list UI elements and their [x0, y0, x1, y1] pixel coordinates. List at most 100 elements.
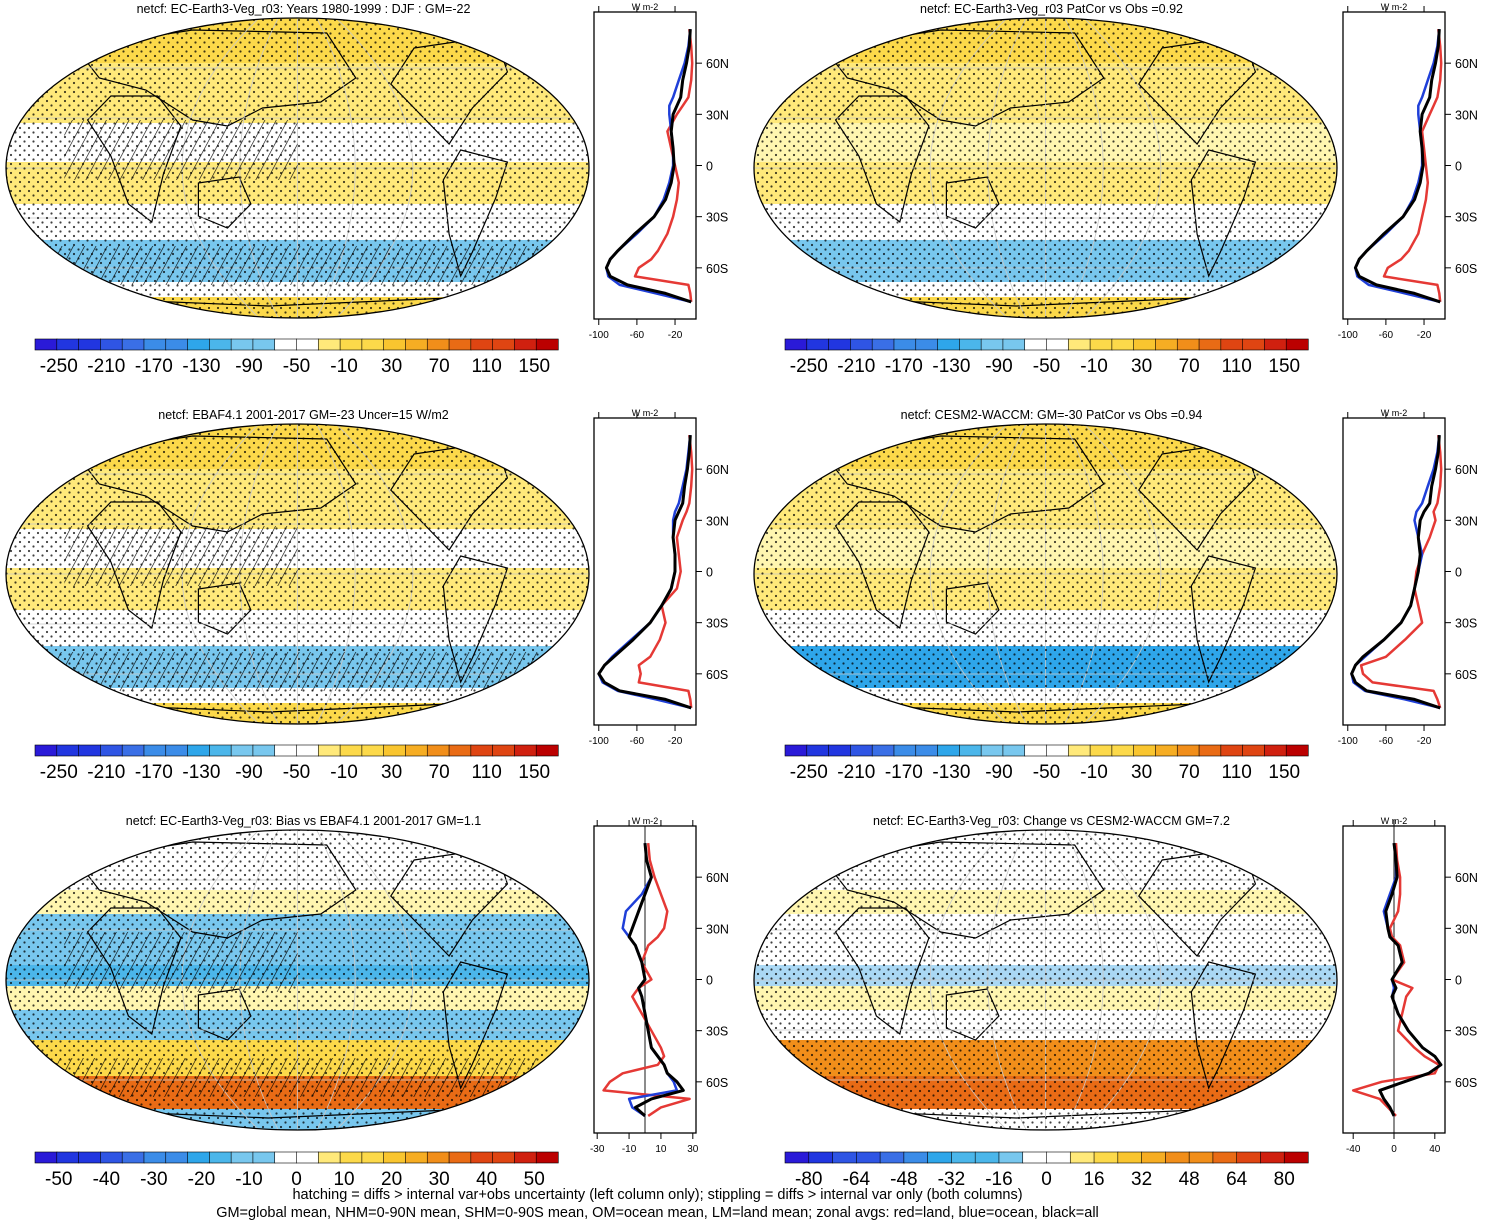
panel-title: netcf: CESM2-WACCM: GM=-30 PatCor vs Obs… — [901, 408, 1203, 422]
colorbar-cell — [165, 1151, 189, 1164]
colorbar-cell — [56, 338, 80, 351]
colorbar-tick-label: -130 — [932, 356, 970, 377]
colorbar-cell — [937, 338, 960, 351]
colorbar-tick-label: -90 — [235, 762, 262, 783]
zonal-line-all — [1350, 435, 1441, 710]
colorbar-cell — [1188, 1151, 1214, 1164]
colorbar-tick-label: -170 — [135, 762, 173, 783]
colorbar-cell — [426, 744, 450, 757]
hatching-region — [6, 652, 560, 691]
colorbar-tick-label: -210 — [87, 356, 125, 377]
colorbar-cell — [1111, 744, 1135, 757]
colorbar-cell — [448, 744, 472, 757]
zonal-lat-label: 0 — [706, 566, 713, 580]
colorbar-tick-label: -210 — [837, 762, 875, 783]
colorbar-tick-label: -250 — [40, 356, 78, 377]
zonal-x-label: -100 — [589, 330, 609, 341]
panel-5: netcf: EC-Earth3-Veg_r03: Bias vs EBAF4.… — [5, 814, 729, 1190]
zonal-lat-label: 30N — [706, 922, 729, 936]
colorbar-cell — [937, 744, 960, 757]
colorbar-tick-label: -250 — [40, 762, 78, 783]
colorbar-cell — [209, 338, 232, 351]
colorbar-cell — [405, 1151, 428, 1164]
colorbar-cell — [296, 1151, 319, 1164]
stippling-overlay — [754, 830, 1337, 1130]
colorbar-tick-label: -16 — [985, 1169, 1012, 1190]
colorbar-cell — [121, 744, 145, 757]
colorbar-cell — [34, 744, 58, 757]
colorbar-tick-label: 30 — [429, 1169, 450, 1190]
zonal-line-land — [633, 28, 694, 303]
colorbar-cell — [959, 744, 982, 757]
colorbar-cell — [383, 338, 407, 351]
zonal-lat-label: 0 — [706, 974, 713, 988]
colorbar-tick-label: -250 — [790, 356, 828, 377]
colorbar-cell — [78, 1151, 101, 1164]
colorbar-cell — [1046, 1151, 1071, 1164]
colorbar-cell — [1242, 338, 1266, 351]
colorbar-tick-label: -32 — [938, 1169, 965, 1190]
zonal-lat-label: 30N — [1455, 514, 1478, 528]
zonal-lat-label: 0 — [706, 160, 713, 174]
stippling-overlay — [754, 424, 1337, 724]
colorbar-tick-label: 32 — [1131, 1169, 1152, 1190]
colorbar-cell — [426, 338, 450, 351]
zonal-lat-label: 0 — [1455, 566, 1462, 580]
zonal-x-label: -100 — [1338, 736, 1358, 747]
colorbar-cell — [361, 744, 385, 757]
zonal-x-label: -40 — [1346, 1144, 1361, 1155]
map-field — [6, 424, 589, 724]
colorbar-cell — [784, 1151, 810, 1164]
hatching-region — [64, 526, 298, 586]
colorbar-cell — [121, 338, 145, 351]
zonal-x-label: -30 — [590, 1144, 605, 1155]
zonal-line-all — [627, 842, 685, 1118]
colorbar-tick-label: -170 — [135, 356, 173, 377]
colorbar-tick-label: 10 — [333, 1169, 354, 1190]
zonal-x-label: 30 — [687, 1144, 699, 1155]
footnote-means: GM=global mean, NHM=0-90N mean, SHM=0-90… — [216, 1205, 1099, 1221]
colorbar-cell — [1002, 744, 1026, 757]
zonal-line-ocean — [597, 434, 692, 710]
hatching-region — [64, 932, 298, 992]
colorbar-cell — [448, 338, 472, 351]
colorbar-cell — [165, 744, 189, 757]
colorbar-tick-label: 0 — [1041, 1169, 1052, 1190]
zonal-lat-label: 30N — [706, 514, 729, 528]
colorbar-tick-label: -90 — [235, 356, 262, 377]
colorbar-cell — [915, 744, 939, 757]
map-field — [754, 830, 1337, 1130]
colorbar-cell — [893, 338, 917, 351]
colorbar-cell — [34, 1151, 58, 1164]
colorbar-cell — [1133, 338, 1157, 351]
zonal-lat-label: 60N — [706, 871, 729, 885]
colorbar-cell — [828, 338, 851, 351]
zonal-lat-label: 60N — [1455, 463, 1478, 477]
colorbar-tick-label: -10 — [235, 1169, 262, 1190]
colorbar-cell — [187, 1151, 210, 1164]
colorbar-cell — [1089, 338, 1113, 351]
colorbar-cell — [1220, 744, 1244, 757]
colorbar-cell — [296, 338, 319, 351]
colorbar-tick-label: -170 — [885, 356, 923, 377]
colorbar-cell — [296, 744, 319, 757]
colorbar-cell — [209, 1151, 232, 1164]
colorbar-cell — [1024, 744, 1048, 757]
colorbar-cell — [121, 1151, 145, 1164]
colorbar-cell — [1046, 744, 1069, 757]
zonal-line-land — [1351, 843, 1441, 1117]
colorbar-cell — [535, 744, 559, 757]
zonal-lat-label: 60S — [706, 668, 728, 682]
colorbar-tick-label: -48 — [890, 1169, 917, 1190]
zonal-x-label: -100 — [589, 736, 609, 747]
colorbar-cell — [100, 744, 123, 757]
zonal-x-label: -60 — [1379, 736, 1394, 747]
colorbar-cell — [448, 1151, 472, 1164]
colorbar-tick-label: -50 — [283, 762, 310, 783]
colorbar-tick-label: -64 — [843, 1169, 871, 1190]
colorbar-tick-label: -50 — [283, 356, 310, 377]
colorbar-tick-label: 30 — [1131, 762, 1152, 783]
zonal-lat-label: 60S — [706, 262, 728, 276]
colorbar-cell — [187, 744, 210, 757]
zonal-unit-label: W m-2 — [1381, 408, 1408, 418]
